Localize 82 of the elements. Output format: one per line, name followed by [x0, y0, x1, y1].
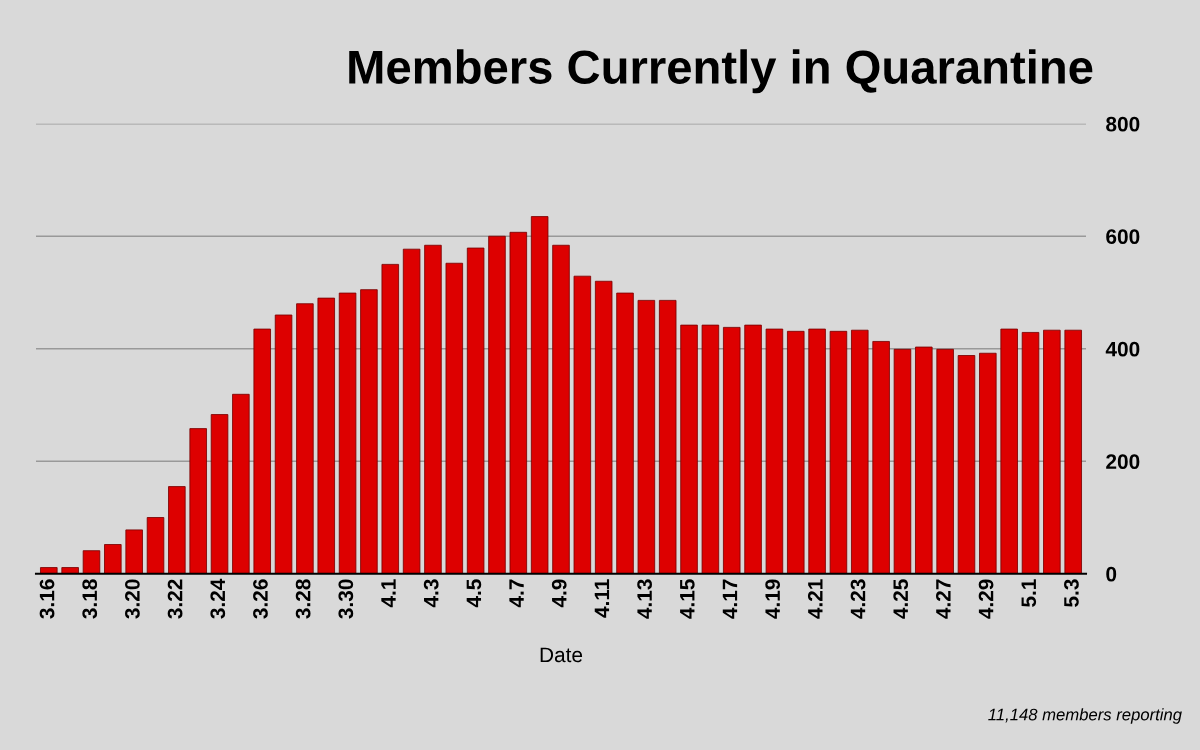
bar	[1021, 332, 1040, 574]
bar	[530, 216, 549, 574]
bar	[189, 428, 207, 574]
x-tick-label: 4.9	[551, 579, 567, 608]
bar	[722, 326, 741, 574]
bar	[957, 355, 976, 574]
y-tick-label: 200	[1106, 454, 1140, 469]
bar	[296, 303, 314, 574]
bar	[509, 231, 528, 574]
bar	[360, 289, 378, 574]
bar	[381, 263, 400, 574]
bar	[680, 324, 698, 574]
bar	[424, 244, 442, 574]
x-tick-label: 4.29	[978, 579, 994, 619]
bar	[552, 244, 570, 574]
bar	[40, 567, 58, 574]
bar	[872, 341, 890, 574]
x-tick-label: 4.5	[466, 579, 482, 608]
y-tick-label: 600	[1106, 229, 1140, 244]
bar	[829, 330, 848, 574]
x-tick-label: 3.16	[39, 579, 55, 619]
bar	[274, 314, 293, 574]
x-tick-label: 3.24	[210, 578, 226, 619]
bar	[701, 324, 720, 574]
x-tick-label: 3.18	[82, 579, 98, 619]
x-tick-label: 5.3	[1064, 579, 1079, 607]
bar	[893, 348, 912, 574]
bar	[744, 324, 762, 574]
x-tick-label: 4.11	[594, 579, 610, 618]
bar	[253, 328, 271, 574]
y-tick-label: 400	[1105, 341, 1140, 357]
bar	[808, 328, 826, 574]
y-tick-label: 800	[1106, 116, 1140, 132]
x-tick-label: 3.30	[338, 579, 354, 619]
bar	[979, 352, 997, 574]
text: 11,148 members reporting	[988, 708, 1182, 724]
x-tick-label: 4.21	[807, 579, 823, 619]
bar	[637, 299, 656, 574]
bar	[936, 348, 954, 574]
x-tick-label: 4.13	[637, 579, 652, 619]
x-tick-label: 4.27	[935, 579, 951, 619]
bar	[232, 393, 250, 574]
bar	[445, 262, 464, 574]
x-tick-label: 4.1	[381, 579, 396, 608]
y-tick-label: 0	[1106, 566, 1117, 582]
bar	[104, 544, 122, 574]
bar	[466, 247, 485, 574]
bar	[82, 550, 101, 574]
x-tick-label: 3.28	[295, 579, 311, 619]
bar	[210, 414, 229, 574]
bar	[915, 346, 933, 574]
bar	[1064, 329, 1082, 574]
x-tick-label: 5.1	[1021, 579, 1037, 607]
bar	[402, 248, 421, 574]
x-tick-label: 4.7	[509, 579, 524, 608]
bar	[658, 299, 677, 574]
bar	[168, 486, 186, 574]
bar	[765, 328, 784, 574]
bar	[1043, 329, 1061, 574]
x-axis-title: Date	[540, 647, 583, 663]
bar	[851, 329, 869, 574]
x-tick-label: 4.19	[765, 579, 781, 619]
bar	[573, 275, 592, 574]
bar	[616, 292, 634, 574]
bar	[338, 292, 357, 574]
x-tick-label: 4.15	[680, 579, 695, 619]
x-tick-label: 4.25	[893, 579, 909, 619]
bar	[146, 517, 165, 574]
bar	[787, 330, 805, 574]
x-tick-label: 3.26	[253, 579, 268, 619]
bar	[61, 567, 79, 574]
x-tick-label: 4.3	[423, 579, 439, 608]
x-tick-label: 3.20	[125, 579, 140, 619]
x-tick-label: 4.23	[850, 579, 866, 619]
bar	[594, 280, 613, 574]
x-tick-label: 3.22	[167, 579, 183, 619]
bar	[125, 529, 143, 574]
bar	[1000, 328, 1018, 574]
chart-title: Members Currently in Quarantine	[349, 49, 1093, 94]
bar	[317, 297, 335, 574]
x-tick-label: 4.17	[722, 579, 738, 619]
bar	[488, 235, 506, 574]
